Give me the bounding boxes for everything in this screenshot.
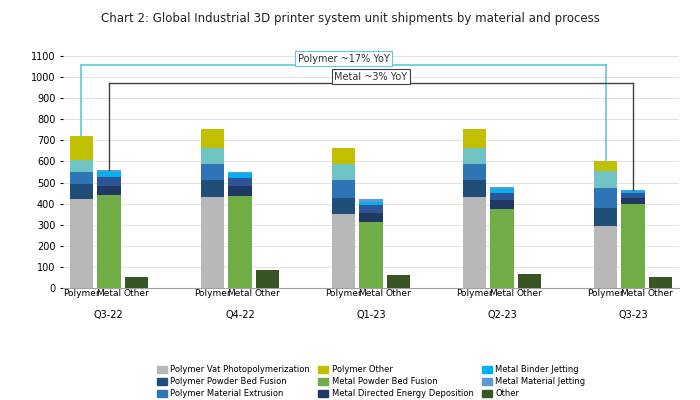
- Bar: [332, 180, 356, 198]
- Bar: [463, 180, 486, 197]
- Bar: [594, 162, 617, 171]
- Bar: [359, 200, 383, 202]
- Bar: [201, 164, 224, 180]
- Bar: [69, 200, 93, 288]
- Bar: [97, 177, 120, 186]
- Text: Q4-22: Q4-22: [225, 310, 255, 320]
- Bar: [490, 209, 514, 288]
- Bar: [359, 202, 383, 205]
- Bar: [228, 196, 252, 288]
- Bar: [622, 198, 645, 204]
- Bar: [201, 148, 224, 164]
- Bar: [463, 164, 486, 180]
- Bar: [490, 187, 514, 189]
- Bar: [201, 197, 224, 288]
- Bar: [386, 275, 410, 288]
- Bar: [359, 205, 383, 213]
- Bar: [332, 164, 356, 180]
- Bar: [594, 188, 617, 208]
- Bar: [518, 274, 541, 288]
- Bar: [463, 197, 486, 288]
- Bar: [490, 200, 514, 209]
- Bar: [97, 172, 120, 177]
- Bar: [256, 270, 279, 288]
- Bar: [125, 278, 148, 288]
- Text: Metal ~3% YoY: Metal ~3% YoY: [335, 72, 407, 82]
- Bar: [97, 195, 120, 288]
- Bar: [97, 170, 120, 172]
- Text: Q2-23: Q2-23: [487, 310, 517, 320]
- Bar: [69, 184, 93, 200]
- Bar: [359, 213, 383, 222]
- Legend: Polymer Vat Photopolymerization, Polymer Powder Bed Fusion, Polymer Material Ext: Polymer Vat Photopolymerization, Polymer…: [153, 362, 589, 400]
- Text: Chart 2: Global Industrial 3D printer system unit shipments by material and proc: Chart 2: Global Industrial 3D printer sy…: [101, 12, 599, 25]
- Bar: [622, 193, 645, 198]
- Bar: [594, 208, 617, 226]
- Bar: [228, 178, 252, 186]
- Bar: [463, 148, 486, 164]
- Bar: [69, 172, 93, 184]
- Bar: [97, 186, 120, 195]
- Bar: [332, 214, 356, 288]
- Bar: [359, 222, 383, 288]
- Bar: [228, 186, 252, 196]
- Text: Q3-22: Q3-22: [94, 310, 124, 320]
- Bar: [490, 189, 514, 193]
- Bar: [332, 148, 356, 164]
- Bar: [332, 198, 356, 214]
- Bar: [201, 129, 224, 148]
- Bar: [69, 136, 93, 160]
- Text: Q3-23: Q3-23: [618, 310, 648, 320]
- Bar: [649, 278, 673, 288]
- Bar: [228, 172, 252, 174]
- Text: Polymer ~17% YoY: Polymer ~17% YoY: [298, 54, 389, 64]
- Bar: [228, 174, 252, 178]
- Bar: [594, 226, 617, 288]
- Bar: [201, 180, 224, 197]
- Bar: [490, 193, 514, 200]
- Bar: [622, 190, 645, 193]
- Text: Q1-23: Q1-23: [356, 310, 386, 320]
- Bar: [69, 160, 93, 172]
- Bar: [463, 129, 486, 148]
- Bar: [622, 204, 645, 288]
- Bar: [594, 171, 617, 188]
